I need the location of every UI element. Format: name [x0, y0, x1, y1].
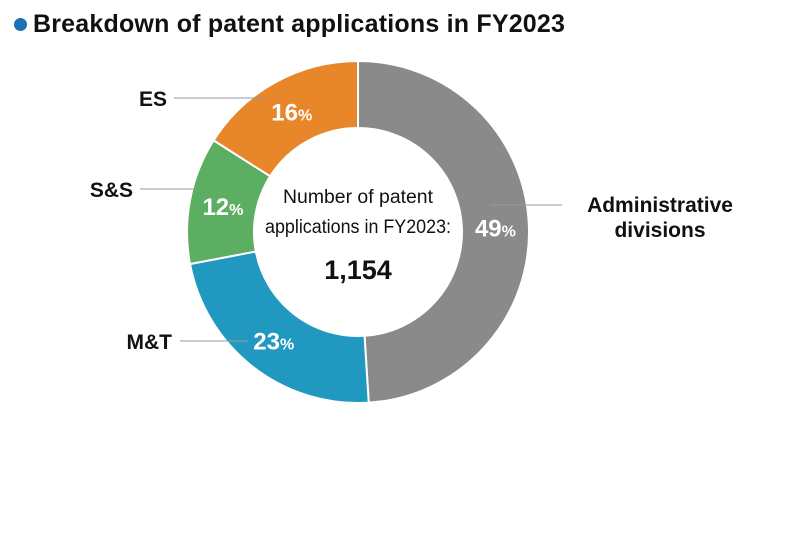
slice-es [212, 59, 359, 178]
chart-title-block: Breakdown of patent applications in FY20… [14, 10, 565, 39]
category-labels-group: Administrative divisions M&T S&S ES [90, 88, 733, 354]
category-label-mandt: M&T [127, 331, 173, 354]
bullet-icon [14, 18, 27, 31]
center-caption-group: Number of patent applications in FY2023:… [265, 187, 451, 285]
percent-label-es: 16% [271, 100, 312, 127]
percent-labels-group: 49% 23% 12% 16% [202, 100, 515, 356]
category-label-administrative-divisions: Administrative divisions [587, 194, 733, 242]
center-caption-line1: Number of patent [283, 187, 434, 208]
percent-label-mandt: 23% [253, 329, 294, 356]
percent-label-sands: 12% [202, 194, 243, 221]
category-label-es: ES [139, 88, 167, 111]
slices-group [186, 59, 531, 404]
slice-administrative-divisions [357, 59, 531, 404]
leader-lines-group [140, 97, 562, 342]
slice-mandt [188, 250, 370, 404]
center-total: 1,154 [324, 255, 392, 285]
percent-label-administrative-divisions: 49% [475, 216, 516, 243]
center-caption-line2: applications in FY2023: [265, 217, 451, 238]
chart-title: Breakdown of patent applications in FY20… [33, 10, 566, 38]
category-label-sands: S&S [90, 179, 133, 202]
